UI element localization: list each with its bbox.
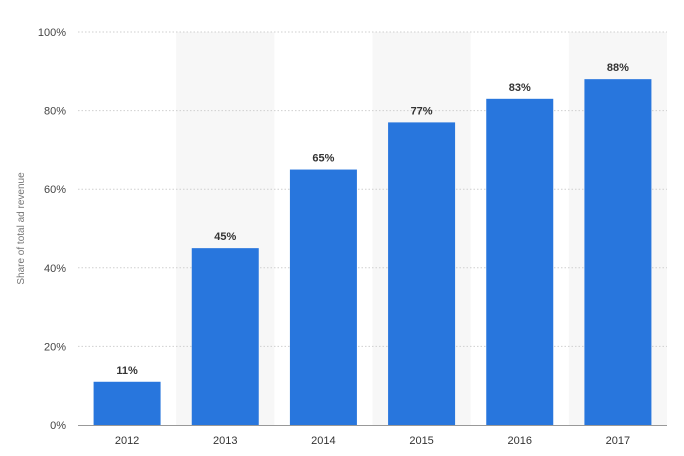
- y-tick-label: 60%: [44, 184, 66, 196]
- bar-2017: [584, 79, 652, 425]
- gridlines: [78, 31, 667, 347]
- y-tick-label: 100%: [38, 27, 66, 39]
- bar-2014: [289, 169, 357, 425]
- bar-2012: [93, 381, 161, 425]
- x-tick-label-2013: 2013: [213, 435, 237, 447]
- data-label-2012: 11%: [116, 365, 138, 377]
- x-tick-label-2016: 2016: [508, 435, 532, 447]
- y-tick-label: 0%: [50, 420, 66, 432]
- y-tick-label: 20%: [44, 341, 66, 353]
- x-tick-label-2014: 2014: [311, 435, 335, 447]
- data-label-2017: 88%: [607, 62, 629, 74]
- data-labels: 11% 45% 65% 77% 83% 88%: [116, 62, 629, 377]
- bar-2016: [486, 98, 554, 425]
- y-tick-label: 80%: [44, 106, 66, 118]
- y-axis-ticks: 0% 20% 40% 60% 80% 100%: [38, 27, 66, 432]
- x-tick-label-2015: 2015: [409, 435, 433, 447]
- data-label-2015: 77%: [411, 105, 433, 117]
- x-tick-label-2017: 2017: [606, 435, 630, 447]
- bar-2015: [388, 122, 456, 425]
- bars: [93, 79, 652, 425]
- y-tick-label: 40%: [44, 263, 66, 275]
- x-tick-label-2012: 2012: [115, 435, 139, 447]
- x-axis-ticks: 2012 2013 2014 2015 2016 2017: [115, 435, 630, 447]
- data-label-2013: 45%: [214, 231, 236, 243]
- bar-2013: [191, 248, 259, 425]
- data-label-2016: 83%: [509, 82, 531, 94]
- data-label-2014: 65%: [312, 153, 334, 165]
- y-axis-title: Share of total ad revenue: [16, 172, 27, 285]
